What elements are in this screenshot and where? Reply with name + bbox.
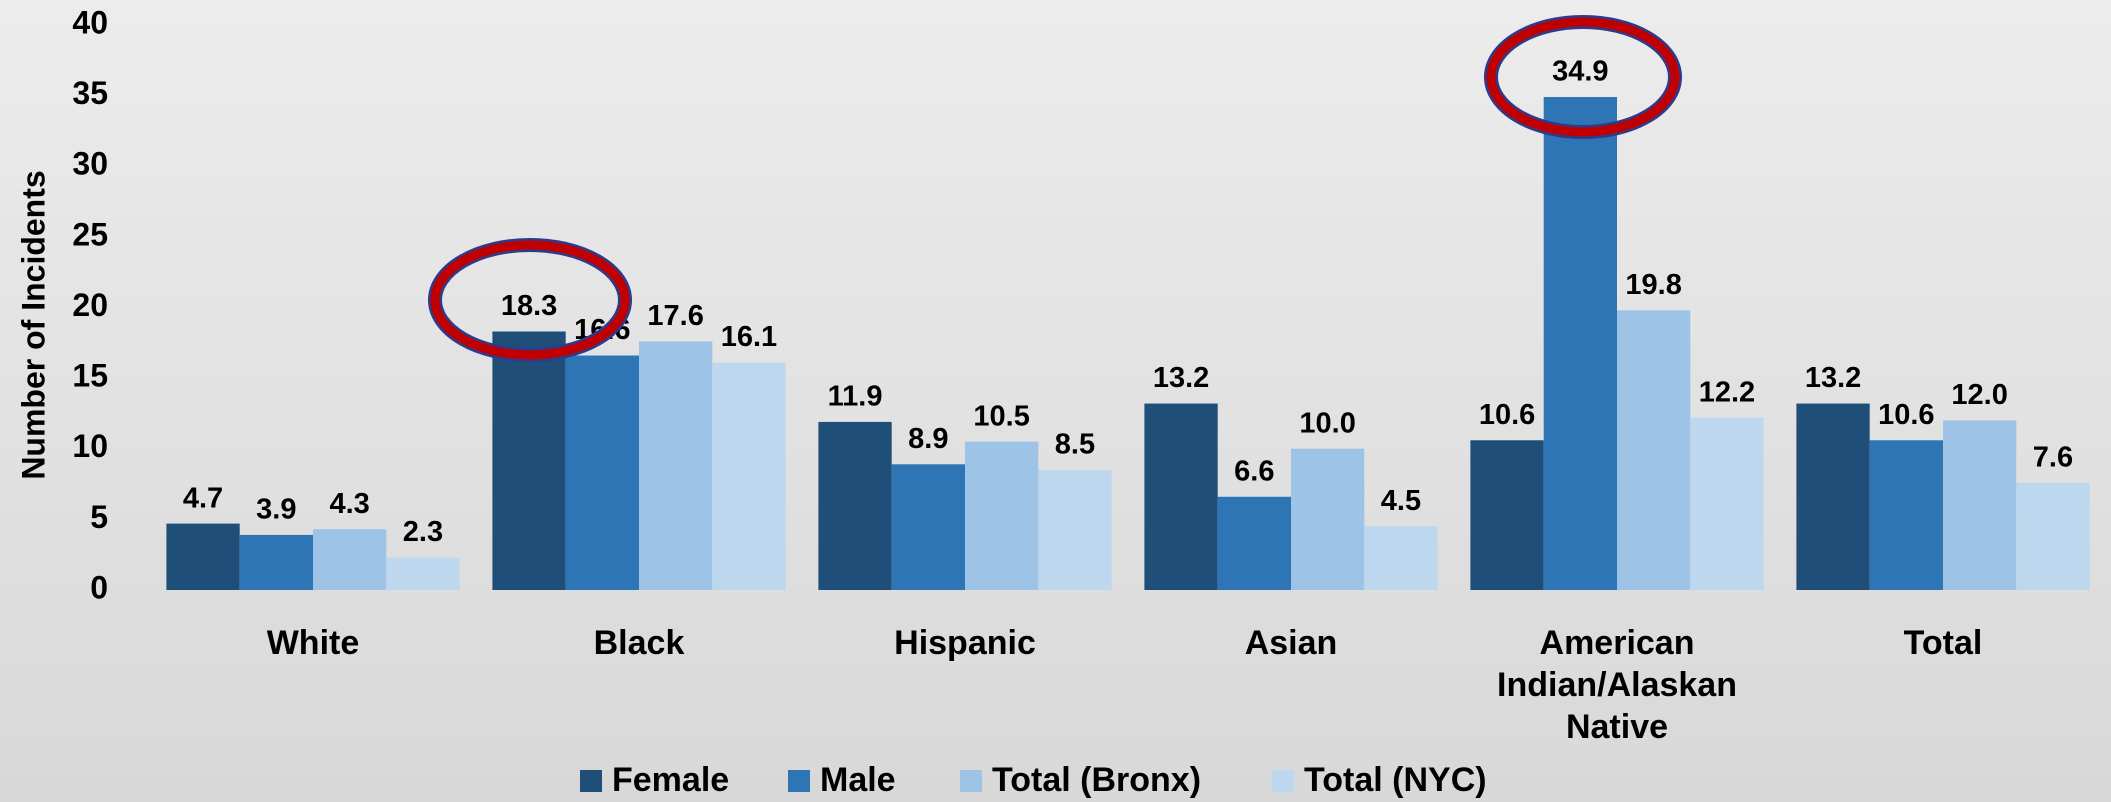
- bar: [1943, 420, 2017, 590]
- y-tick-label: 0: [90, 569, 108, 605]
- bar: [492, 331, 566, 590]
- y-tick-label: 30: [72, 146, 108, 182]
- legend-swatch: [960, 770, 982, 792]
- value-label: 7.6: [2033, 441, 2073, 473]
- value-label: 12.0: [1951, 379, 2007, 411]
- value-label: 16.1: [721, 321, 777, 353]
- y-axis-label: Number of Incidents: [15, 170, 51, 479]
- value-label: 10.6: [1878, 399, 1934, 431]
- value-label: 2.3: [403, 516, 443, 548]
- bar: [818, 421, 892, 590]
- y-tick-label: 35: [72, 75, 108, 111]
- bar: [1470, 440, 1544, 590]
- legend-label: Male: [820, 761, 896, 799]
- y-tick-label: 5: [90, 499, 108, 535]
- value-label: 10.0: [1299, 407, 1355, 439]
- legend-swatch: [788, 770, 810, 792]
- x-tick-label: White: [266, 624, 360, 662]
- bar: [1038, 469, 1112, 590]
- x-tick-label: Black: [593, 624, 685, 662]
- x-tick-label: Total: [1903, 624, 1983, 662]
- legend-label: Total (Bronx): [992, 761, 1201, 799]
- legend-swatch: [580, 770, 602, 792]
- value-label: 3.9: [256, 494, 296, 526]
- bar: [239, 534, 313, 590]
- bar: [313, 529, 387, 590]
- bar: [1869, 440, 1943, 590]
- highlight-ring: [430, 240, 630, 360]
- value-label: 4.3: [329, 488, 369, 520]
- y-tick-label: 20: [72, 287, 108, 323]
- value-label: 4.5: [1381, 485, 1421, 517]
- y-tick-label: 10: [72, 428, 108, 464]
- bar: [1796, 403, 1870, 590]
- bar: [1364, 526, 1438, 590]
- x-tick-label: Asian: [1244, 624, 1338, 662]
- y-tick-label: 40: [72, 4, 108, 40]
- value-label: 34.9: [1552, 56, 1608, 88]
- bar: [1690, 417, 1764, 590]
- bar: [1144, 403, 1218, 590]
- bar: [166, 523, 240, 590]
- highlight-ring: [1486, 17, 1680, 137]
- bar: [2016, 482, 2090, 590]
- bar: [1617, 310, 1691, 590]
- value-label: 19.8: [1625, 269, 1681, 301]
- value-label: 10.5: [973, 400, 1029, 432]
- value-label: 12.2: [1699, 376, 1755, 408]
- legend-label: Female: [612, 761, 729, 799]
- bar: [1291, 448, 1365, 590]
- legend-swatch: [1272, 770, 1294, 792]
- legend-label: Total (NYC): [1304, 761, 1487, 799]
- x-tick-label: American Indian/Alaskan Native: [1497, 624, 1737, 746]
- bar: [891, 464, 965, 590]
- value-label: 18.3: [501, 290, 557, 322]
- value-label: 6.6: [1234, 455, 1274, 487]
- value-label: 11.9: [828, 381, 883, 413]
- y-tick-label: 25: [72, 216, 108, 252]
- y-tick-label: 15: [72, 358, 108, 394]
- bar: [1217, 496, 1291, 590]
- value-label: 17.6: [647, 300, 703, 332]
- bar: [1543, 97, 1617, 590]
- value-label: 13.2: [1153, 362, 1209, 394]
- bar: [965, 441, 1039, 590]
- bar: [565, 355, 639, 590]
- bar: [386, 557, 460, 590]
- value-label: 4.7: [183, 482, 223, 514]
- value-label: 13.2: [1805, 362, 1861, 394]
- value-label: 8.5: [1055, 429, 1095, 461]
- value-label: 8.9: [908, 423, 948, 455]
- bar: [712, 362, 786, 590]
- bar: [639, 341, 713, 590]
- x-tick-label: Hispanic: [894, 624, 1036, 662]
- value-label: 10.6: [1479, 399, 1535, 431]
